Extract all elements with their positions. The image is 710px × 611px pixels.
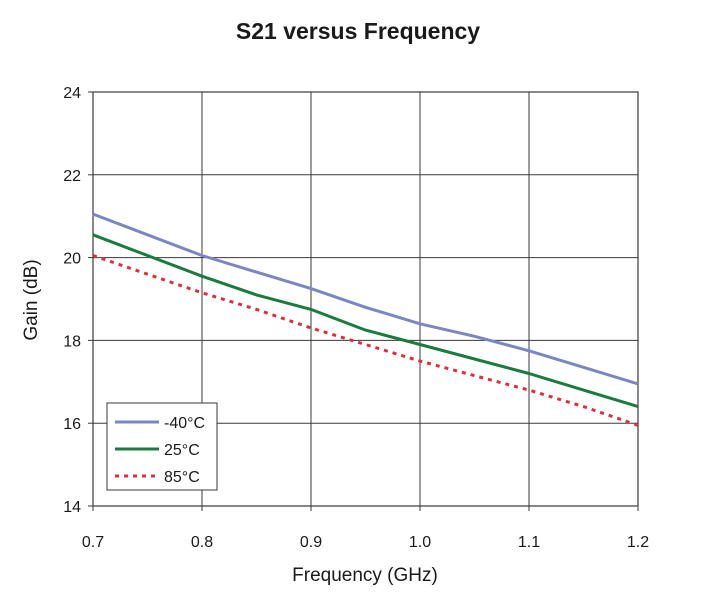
x-tick-label: 0.7 <box>82 534 104 551</box>
y-axis-label: Gain (dB) <box>21 259 42 340</box>
x-tick-label: 1.0 <box>409 534 431 551</box>
legend-label-2: 85°C <box>164 469 200 486</box>
x-axis-ticks: 0.7 0.8 0.9 1.0 1.1 1.2 <box>82 506 649 551</box>
y-tick-label: 20 <box>63 251 81 268</box>
plot-area-border <box>92 91 639 507</box>
legend-label-0: -40°C <box>164 415 205 432</box>
series-line-1 <box>92 233 639 409</box>
y-tick-label: 24 <box>63 85 81 102</box>
x-tick-label: 1.2 <box>627 534 649 551</box>
legend-box <box>106 402 218 491</box>
x-tick-label: 0.9 <box>300 534 322 551</box>
y-axis-ticks: 14 16 18 20 22 24 <box>63 85 93 516</box>
series-lines <box>92 212 639 427</box>
y-tick-label: 14 <box>63 499 81 516</box>
x-tick-label: 0.8 <box>191 534 213 551</box>
legend: -40°C 25°C 85°C <box>106 402 218 491</box>
x-axis-label: Frequency (GHz) <box>292 565 438 586</box>
legend-label-1: 25°C <box>164 442 200 459</box>
series-line-0 <box>92 212 639 386</box>
chart-title: S21 versus Frequency <box>236 18 480 44</box>
y-tick-label: 16 <box>63 416 81 433</box>
x-tick-label: 1.1 <box>518 534 540 551</box>
y-tick-label: 22 <box>63 168 81 185</box>
y-tick-label: 18 <box>63 333 81 350</box>
